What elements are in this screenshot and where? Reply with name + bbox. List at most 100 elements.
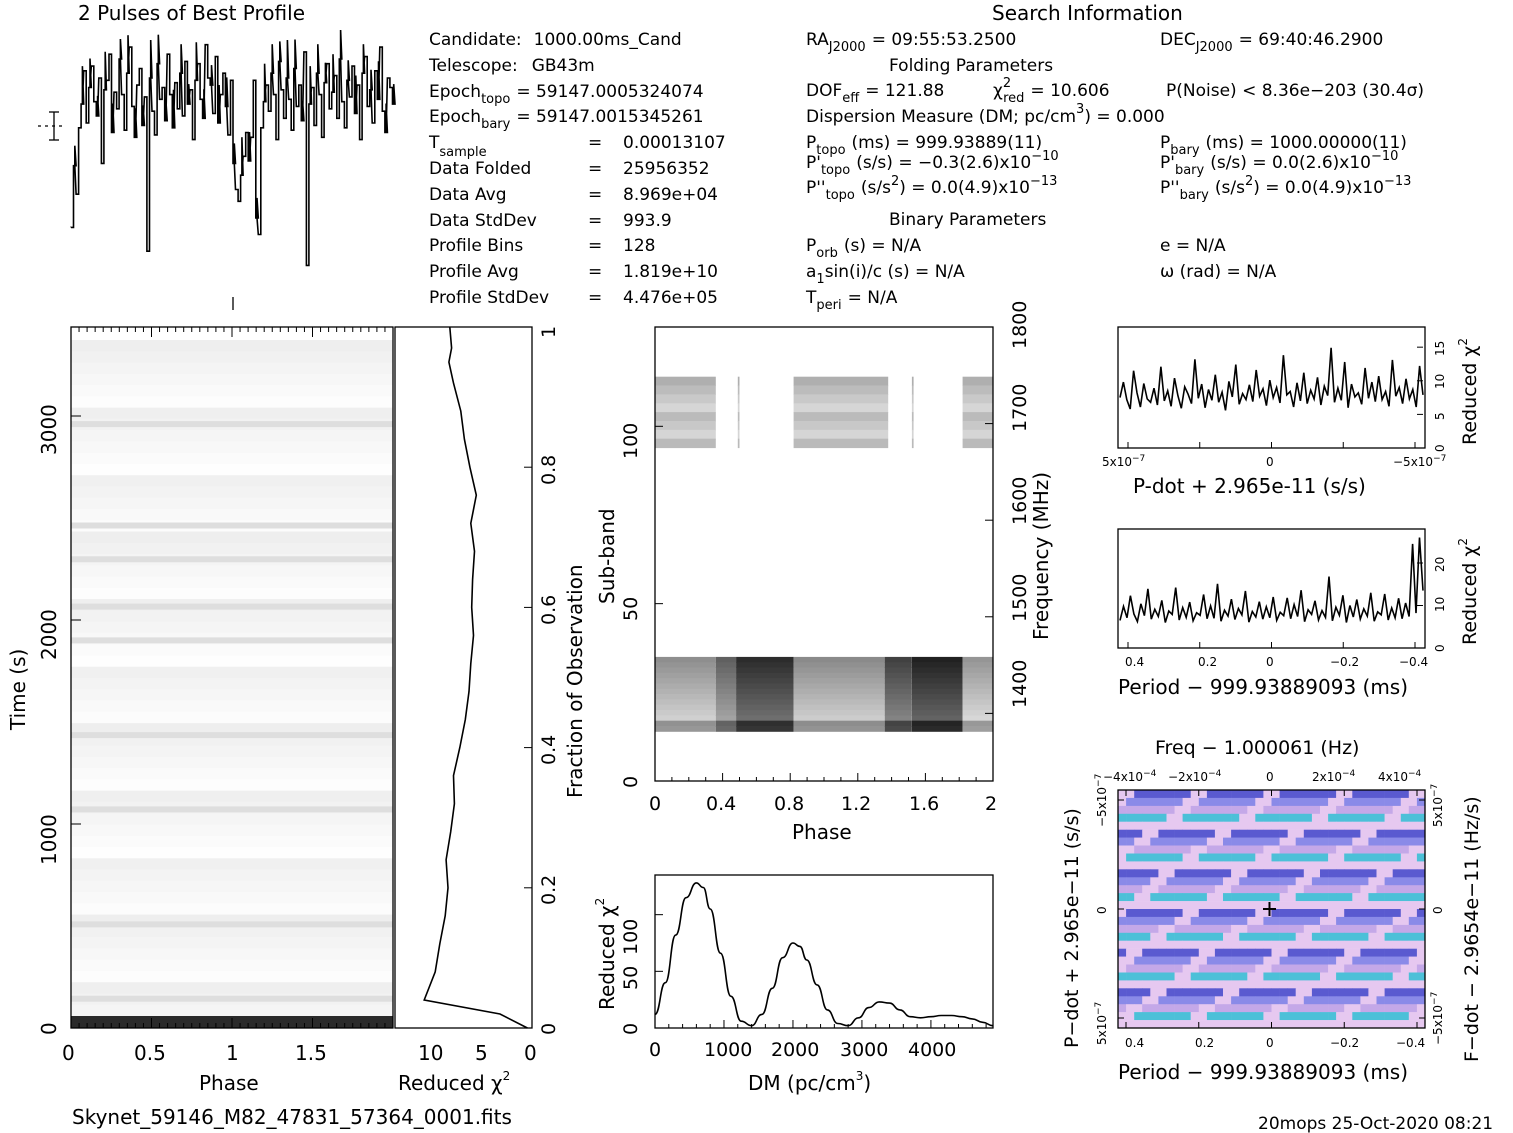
p-pdot-cell	[1214, 988, 1224, 997]
p-pdot-cell	[1336, 916, 1345, 926]
pr-xtick-4: −0.4	[1399, 655, 1428, 669]
subband-dark-strip	[962, 662, 993, 668]
p-pdot-cell	[1206, 837, 1216, 846]
p-pdot-cell	[1408, 1020, 1418, 1029]
p-pdot-cell	[1416, 924, 1426, 934]
p-pdot-cell	[1392, 980, 1402, 989]
subband-dark-strip	[884, 726, 912, 732]
p-pdot-cell	[1158, 837, 1167, 846]
subband-dark-strip	[715, 683, 737, 690]
p-pdot-cell	[1231, 1004, 1240, 1013]
p-pdot-cell	[1223, 813, 1232, 822]
p-pdot-cell	[1190, 877, 1200, 886]
p-pdot-cell	[1166, 916, 1175, 926]
p-pdot-cell	[1190, 916, 1200, 926]
p-pdot-cell	[1231, 932, 1240, 941]
pdot-ticks	[1127, 346, 1423, 449]
svg-text:DOFeff= 121.88: DOFeff = 121.88	[806, 81, 944, 106]
p-pdot-cell	[1239, 821, 1248, 830]
p-pdot-cell	[1255, 901, 1264, 910]
p-pdot-cell	[1376, 940, 1385, 949]
p-pdot-cell	[1279, 972, 1288, 981]
ppd-xtick-1: 0.2	[1195, 1036, 1214, 1050]
p-pdot-cell	[1360, 909, 1369, 918]
p-pdot-cell	[1158, 940, 1167, 949]
p-pdot-cell	[1271, 940, 1280, 949]
time-phase-row	[71, 362, 393, 375]
p-pdot-cell	[1303, 837, 1313, 846]
p-pdot-cell	[1416, 988, 1426, 997]
p-pdot-cell	[1279, 877, 1288, 886]
subband-dark-strip	[715, 672, 737, 679]
p-pdot-cell	[1198, 901, 1208, 910]
p-pdot-cell	[1231, 988, 1240, 997]
p-pdot-cell	[1368, 829, 1377, 838]
subband-light-strip	[962, 412, 993, 422]
p-pdot-cell	[1239, 996, 1248, 1005]
time-phase-rows	[71, 340, 393, 1017]
p-pdot-cell	[1255, 1020, 1264, 1029]
p-pdot-cell	[1166, 948, 1175, 957]
p-pdot-cell	[1287, 837, 1297, 846]
subband-dark-strip	[793, 715, 885, 722]
p-pdot-cell	[1344, 988, 1353, 997]
p-pdot-cell	[1311, 1012, 1321, 1021]
p-pdot-cell	[1166, 797, 1175, 807]
p-pdot-cell	[1263, 956, 1272, 965]
p-pdot-cell	[1223, 893, 1232, 902]
p-pdot-cell	[1158, 980, 1167, 989]
p-pdot-cell	[1352, 821, 1361, 830]
subband-light-strip	[655, 421, 716, 431]
p-pdot-cell	[1231, 901, 1240, 910]
p-pdot-cell	[1206, 829, 1216, 838]
p-pdot-cell	[1239, 988, 1248, 997]
p-pdot-cell	[1368, 940, 1377, 949]
p-pdot-cell	[1295, 924, 1305, 934]
p-pdot-cell	[1182, 853, 1191, 862]
p-pdot-cell	[1190, 901, 1200, 910]
subband-dark-strip	[655, 704, 716, 711]
p-pdot-cell	[1328, 813, 1337, 822]
p-pdot-cell	[1206, 797, 1216, 807]
subband-dark-strip	[715, 688, 737, 695]
p-pdot-cell	[1271, 909, 1280, 918]
p-pdot-cell	[1271, 964, 1280, 973]
p-pdot-cell	[1118, 797, 1127, 807]
time-phase-row-accent	[71, 421, 393, 428]
p-pdot-cell	[1303, 909, 1313, 918]
p-pdot-cell	[1150, 956, 1159, 965]
p-pdot-cell	[1336, 837, 1345, 846]
subband-dark-strip	[715, 656, 737, 663]
p-pdot-cell	[1126, 845, 1135, 854]
p-pdot-cell	[1223, 885, 1232, 894]
p-pdot-cell	[1118, 940, 1127, 949]
p-pdot-cell	[1158, 909, 1167, 918]
pr-xtick-2: 0	[1266, 655, 1274, 669]
subband-dark-strip	[911, 704, 963, 711]
p-pdot-cell	[1239, 853, 1248, 862]
time-phase-row	[71, 385, 393, 397]
ppd-ytick-2: −5x10−7	[1094, 774, 1109, 827]
p-pdot-cell	[1400, 861, 1410, 870]
p-pdot-cell	[1126, 972, 1135, 981]
p-pdot-cell	[1352, 948, 1361, 957]
p-pdot-cell	[1174, 948, 1183, 957]
p-pdot-cell	[1239, 845, 1248, 854]
p-pdot-cell	[1198, 996, 1208, 1005]
p-pdot-cell	[1271, 885, 1280, 894]
p-pdot-cell	[1295, 861, 1305, 870]
p-pdot-cell	[1198, 909, 1208, 918]
time-phase-row-accent	[71, 806, 393, 813]
p-pdot-cell	[1239, 885, 1248, 894]
p-pdot-cell	[1182, 837, 1191, 846]
p-pdot-cell	[1360, 924, 1369, 934]
p-pdot-cell	[1368, 853, 1377, 862]
p-pdot-cell	[1223, 790, 1232, 799]
time-phase-row	[71, 869, 393, 882]
p-pdot-cell	[1344, 996, 1353, 1005]
p-pdot-cell	[1416, 877, 1426, 886]
p-pdot-cell	[1142, 1012, 1151, 1021]
p-pdot-cell	[1352, 837, 1361, 846]
p-pdot-cell	[1174, 972, 1183, 981]
p-pdot-cell	[1150, 845, 1159, 854]
